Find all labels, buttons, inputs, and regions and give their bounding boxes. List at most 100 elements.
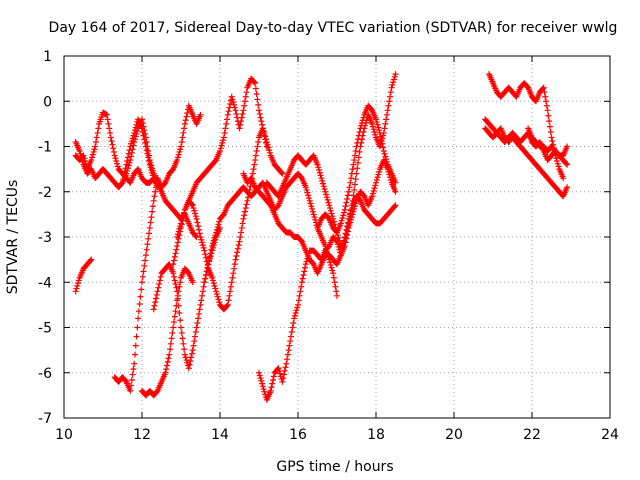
data-point — [175, 228, 182, 235]
data-point — [191, 338, 198, 345]
data-point — [202, 254, 209, 261]
data-point — [356, 129, 363, 136]
data-point — [195, 315, 202, 322]
data-point — [188, 350, 195, 357]
data-point — [205, 261, 212, 268]
data-point — [90, 148, 97, 155]
data-point — [88, 256, 95, 263]
data-point — [228, 279, 235, 286]
data-point — [108, 138, 115, 145]
data-point — [382, 120, 389, 127]
data-point — [237, 234, 244, 240]
data-point — [209, 277, 216, 284]
data-point — [284, 351, 291, 358]
data-point — [337, 220, 344, 227]
data-point — [275, 365, 282, 372]
data-point — [348, 206, 355, 213]
data-point — [215, 221, 222, 228]
y-axis-label: SDTVAR / TECUs — [5, 180, 21, 295]
data-point — [302, 261, 309, 268]
data-point — [276, 367, 283, 374]
data-point — [148, 162, 155, 169]
data-point — [553, 157, 560, 164]
data-point — [303, 186, 310, 193]
data-point — [239, 110, 246, 117]
data-point — [150, 306, 157, 313]
data-point — [354, 165, 361, 172]
data-point — [201, 279, 208, 286]
data-point — [228, 93, 235, 100]
data-point — [254, 96, 261, 103]
data-point — [352, 200, 359, 207]
data-point — [315, 164, 322, 171]
data-point — [386, 98, 393, 105]
data-point — [75, 277, 82, 284]
data-point — [543, 102, 550, 109]
series-pass-l — [256, 157, 399, 403]
data-point — [123, 170, 130, 177]
data-point — [564, 184, 571, 191]
data-point — [286, 342, 293, 349]
data-point — [129, 146, 136, 153]
data-point — [190, 205, 197, 212]
data-point — [172, 308, 179, 315]
data-point — [88, 157, 95, 164]
data-point — [186, 361, 193, 368]
data-point — [298, 283, 305, 290]
data-point — [212, 232, 219, 239]
data-point — [78, 156, 85, 163]
data-point — [560, 175, 567, 182]
x-tick-label: 12 — [133, 427, 151, 443]
data-point — [197, 301, 204, 308]
data-point — [259, 380, 266, 387]
data-point — [259, 383, 266, 390]
data-point — [227, 100, 234, 107]
data-point — [233, 110, 240, 117]
data-point — [339, 214, 346, 221]
data-point — [174, 295, 181, 302]
data-point — [114, 163, 121, 170]
data-point — [76, 148, 83, 155]
data-point — [283, 360, 290, 367]
data-point — [170, 273, 177, 280]
data-point — [206, 257, 213, 264]
data-point — [357, 125, 364, 132]
data-point — [354, 139, 361, 146]
data-point — [327, 262, 334, 269]
data-point — [240, 215, 247, 222]
data-point — [390, 79, 397, 86]
data-point — [256, 107, 262, 114]
data-point — [329, 267, 336, 274]
data-point — [548, 134, 555, 141]
data-point — [296, 292, 303, 299]
data-point — [192, 233, 199, 240]
data-point — [563, 160, 570, 167]
data-point — [213, 226, 220, 233]
data-point — [202, 251, 209, 258]
axis-ticks — [63, 55, 611, 419]
data-point — [316, 167, 323, 174]
data-point — [305, 253, 312, 260]
data-point — [149, 203, 156, 210]
data-point — [256, 110, 263, 117]
data-point — [231, 101, 238, 108]
data-point — [142, 130, 149, 137]
data-point — [233, 253, 240, 260]
data-point — [216, 299, 223, 306]
data-point — [391, 73, 398, 80]
data-marks — [72, 71, 571, 403]
data-point — [540, 84, 547, 91]
data-point — [211, 282, 218, 289]
data-point — [329, 213, 336, 220]
data-point — [212, 285, 219, 292]
data-point — [230, 270, 237, 277]
data-point — [105, 120, 112, 127]
data-point — [223, 120, 230, 127]
data-point — [302, 184, 309, 191]
data-point — [252, 85, 259, 92]
data-point — [152, 188, 159, 195]
data-point — [259, 125, 266, 132]
data-point — [318, 175, 325, 182]
data-point — [112, 155, 119, 162]
data-point — [79, 158, 86, 165]
